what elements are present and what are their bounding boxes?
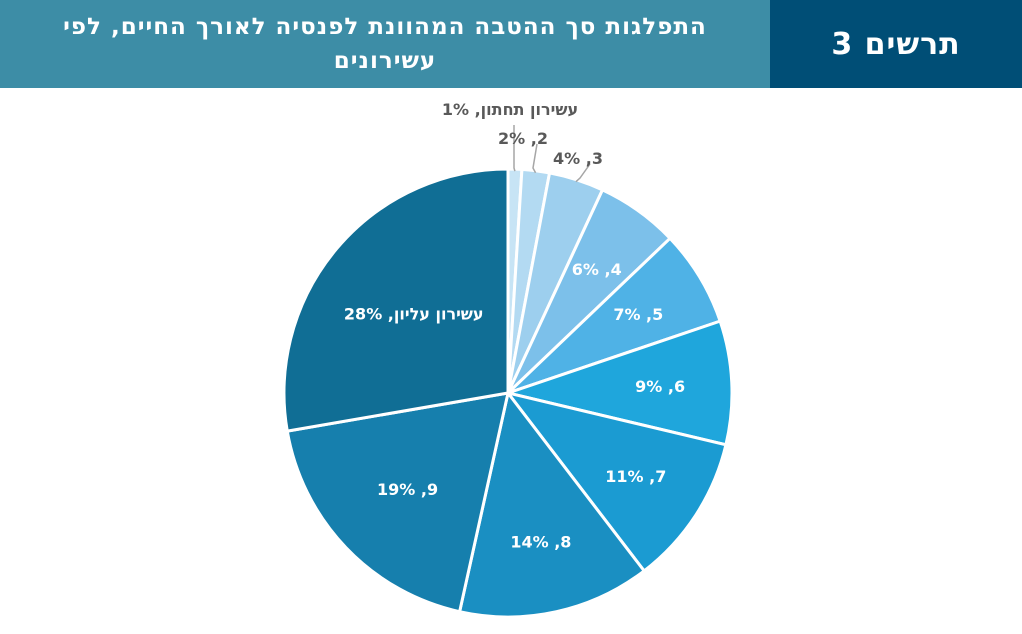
slice-label-6: 6, 9% xyxy=(635,377,685,396)
title-banner: התפלגות סך ההטבה המהוונת לפנסיה לאורך הח… xyxy=(0,0,770,88)
pie-slice-10 xyxy=(282,167,510,433)
pie-slice-8 xyxy=(457,389,647,619)
pie-slice-6 xyxy=(502,319,734,447)
slice-label-4: 4, 6% xyxy=(572,260,622,279)
slice-label-9: 9, 19% xyxy=(377,480,438,499)
slice-label-7: 7, 11% xyxy=(605,467,666,486)
slice-label-2: 2, 2% xyxy=(498,129,548,148)
figure-number: תרשים 3 xyxy=(831,26,961,62)
slice-label-3: 3, 4% xyxy=(553,149,603,168)
leader-lines xyxy=(513,125,591,183)
slice-labels: עשירון תחתון, 1% 2, 2% 3, 4% 4, 6% 5, 7% 6, 9… xyxy=(344,100,685,552)
figure-number-banner: תרשים 3 xyxy=(770,0,1022,88)
figure-header: התפלגות סך ההטבה המהוונת לפנסיה לאורך הח… xyxy=(0,0,1022,88)
pie-slice-7 xyxy=(504,390,728,573)
pie-slice-9 xyxy=(285,391,510,614)
pie-slices xyxy=(282,167,734,619)
leader-line-1 xyxy=(513,125,516,172)
slice-label-5: 5, 7% xyxy=(613,305,663,324)
chart-title: התפלגות סך ההטבה המהוונת לפנסיה לאורך הח… xyxy=(63,14,707,74)
slice-label-10: עשירון עליון, 28% xyxy=(344,305,484,324)
slice-label-8: 8, 14% xyxy=(510,533,571,552)
slice-label-1: עשירון תחתון, 1% xyxy=(442,100,578,119)
leader-line-3 xyxy=(575,163,591,183)
leader-line-2 xyxy=(532,143,538,174)
pie-chart: עשירון תחתון, 1% 2, 2% 3, 4% 4, 6% 5, 7% 6, 9… xyxy=(282,100,734,619)
